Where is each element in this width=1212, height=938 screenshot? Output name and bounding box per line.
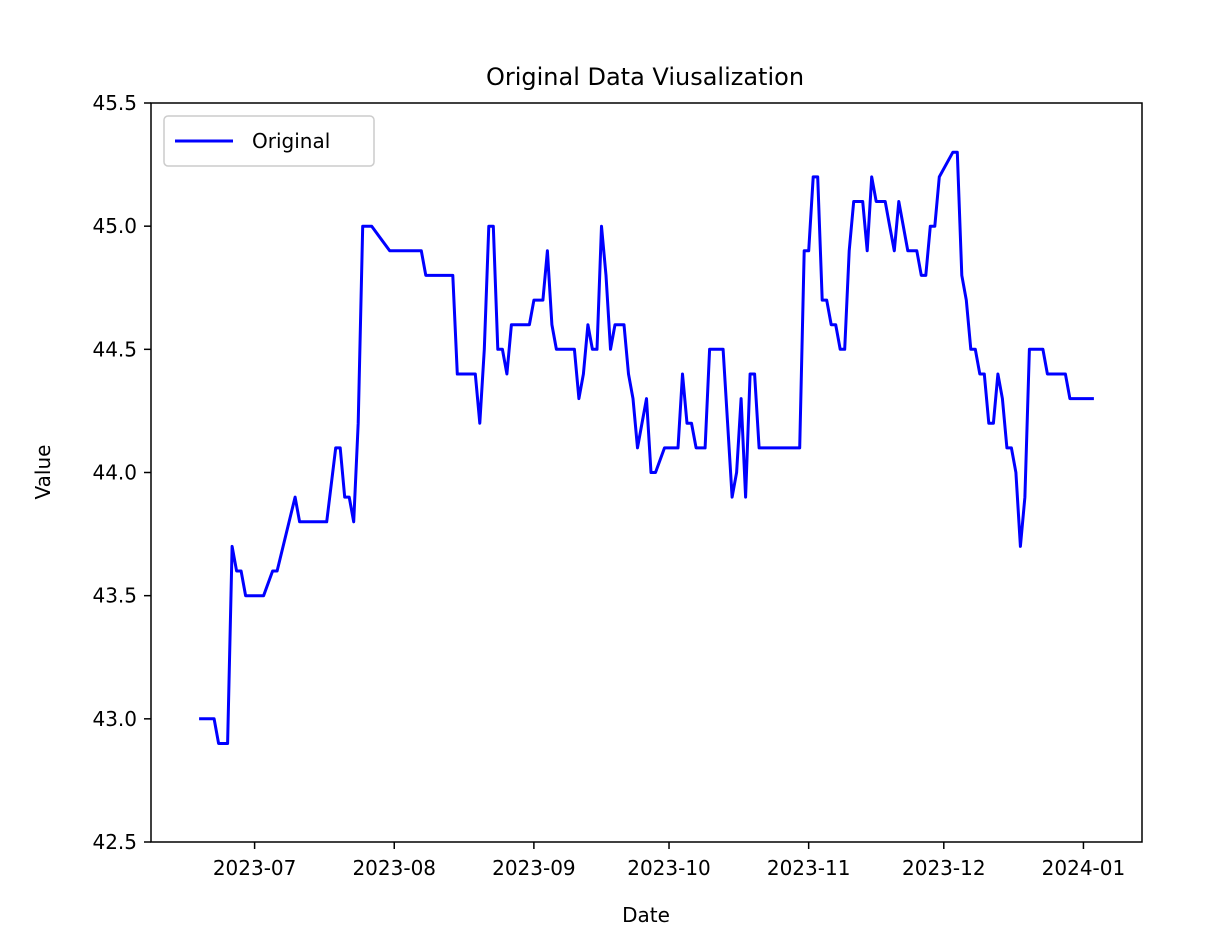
- y-tick-label: 44.5: [92, 337, 137, 361]
- y-tick-label: 44.0: [92, 461, 137, 485]
- legend: Original: [163, 115, 375, 167]
- y-tick-label: 45.5: [92, 91, 137, 115]
- y-tick-label: 43.0: [92, 707, 137, 731]
- series-line-original: [199, 150, 1094, 745]
- y-tick-label: 45.0: [92, 214, 137, 238]
- y-tick-label: 43.5: [92, 584, 137, 608]
- x-tick-label: 2023-12: [902, 856, 986, 880]
- x-tick-label: 2024-01: [1042, 856, 1126, 880]
- legend-label: Original: [252, 129, 330, 153]
- chart-title: Original Data Viusalization: [486, 63, 804, 91]
- x-axis-ticks: 2023-07 2023-08 2023-09 2023-10 2023-11 2023-…: [213, 842, 1125, 880]
- x-axis-label: Date: [622, 903, 670, 927]
- y-tick-label: 42.5: [92, 830, 137, 854]
- y-axis-label: Value: [31, 445, 55, 500]
- legend-box: [163, 115, 375, 167]
- series-layer: [199, 150, 1094, 745]
- plot-area-frame: [150, 102, 1143, 843]
- x-tick-label: 2023-10: [627, 856, 711, 880]
- y-axis-ticks: 42.5 43.0 43.5 44.0 44.5 45.0 45.5: [92, 91, 151, 854]
- x-tick-label: 2023-09: [492, 856, 576, 880]
- x-tick-label: 2023-11: [767, 856, 851, 880]
- x-tick-label: 2023-07: [213, 856, 297, 880]
- x-tick-label: 2023-08: [352, 856, 436, 880]
